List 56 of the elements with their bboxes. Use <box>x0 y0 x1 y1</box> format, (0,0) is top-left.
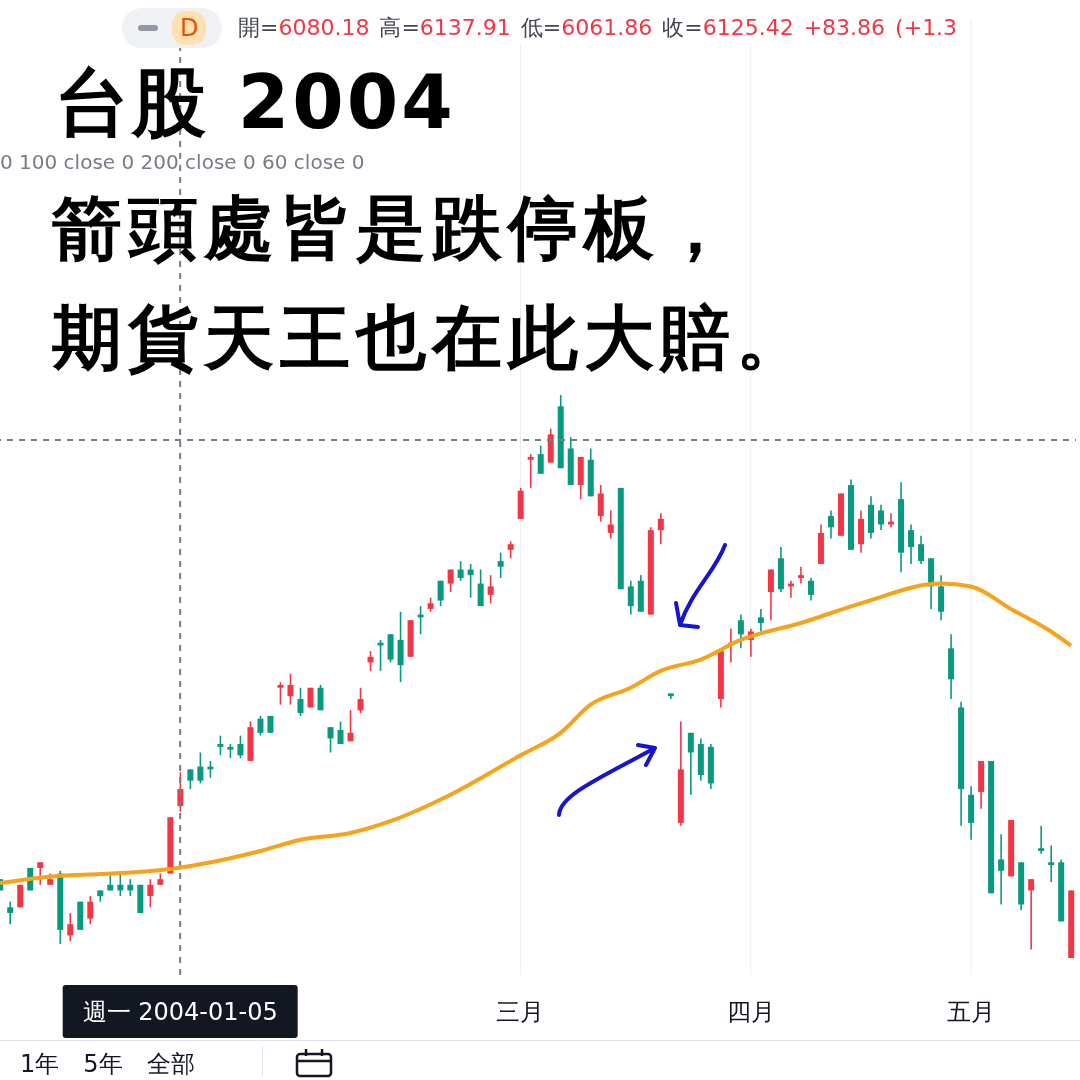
x-tick-label: 四月 <box>726 998 775 1026</box>
candlestick <box>757 608 764 633</box>
candlestick <box>1038 824 1045 855</box>
candlestick <box>317 684 324 712</box>
candlestick <box>297 686 304 717</box>
candlestick <box>487 574 494 605</box>
candlestick <box>657 512 664 545</box>
text: D <box>172 11 207 45</box>
chart-title: 台股 2004 <box>55 58 456 146</box>
candlestick <box>497 551 504 579</box>
candlestick <box>217 734 224 757</box>
candlestick <box>197 751 204 785</box>
candlestick <box>187 768 194 790</box>
candlestick <box>607 509 614 540</box>
text: 5年 <box>83 1050 123 1078</box>
text: 開=6080.18 高=6137.91 低=6061.86 收=6125.42 +83.86 (+1.3 <box>238 15 958 40</box>
candlestick <box>257 715 264 737</box>
chart-subtitle: 箭頭處皆是跌停板， <box>52 186 736 271</box>
candlestick <box>878 503 885 531</box>
candlestick <box>327 726 334 754</box>
x-tick-label: 三月 <box>496 998 545 1026</box>
candlestick <box>1028 878 1035 951</box>
text: 1年 <box>20 1050 60 1078</box>
candlestick <box>537 444 544 475</box>
candlestick <box>737 613 744 650</box>
x-tick-label: 五月 <box>946 998 995 1026</box>
candlestick <box>627 579 634 616</box>
candlestick <box>287 672 294 706</box>
candlestick <box>797 565 804 585</box>
candlestick <box>347 709 354 743</box>
candlestick <box>1048 844 1055 883</box>
candlestick <box>767 568 774 621</box>
candlestick <box>37 861 44 886</box>
candlestick <box>277 681 284 706</box>
candlestick <box>357 686 364 714</box>
candlestick <box>527 453 534 489</box>
text: 0 100 close 0 200 close 0 60 close 0 <box>0 150 365 174</box>
candlestick <box>687 732 694 796</box>
candlestick <box>597 484 604 523</box>
candlestick <box>67 912 74 942</box>
candlestick <box>87 895 94 926</box>
candlestick <box>918 534 925 565</box>
candlestick <box>807 577 814 602</box>
candlestick <box>237 734 244 759</box>
text: 全部 <box>146 1050 195 1078</box>
candlestick <box>457 560 464 582</box>
candlestick <box>437 579 444 607</box>
candlestick <box>477 568 484 607</box>
candlestick <box>7 900 14 926</box>
candlestick <box>147 878 154 909</box>
candlestick <box>908 523 915 565</box>
candlestick <box>998 833 1005 906</box>
text: 期貨天王也在此大賠。 <box>52 296 812 381</box>
candlestick <box>377 639 384 672</box>
candlestick <box>827 509 834 540</box>
x-tick-label: 週一 2004-01-05 <box>82 998 278 1026</box>
